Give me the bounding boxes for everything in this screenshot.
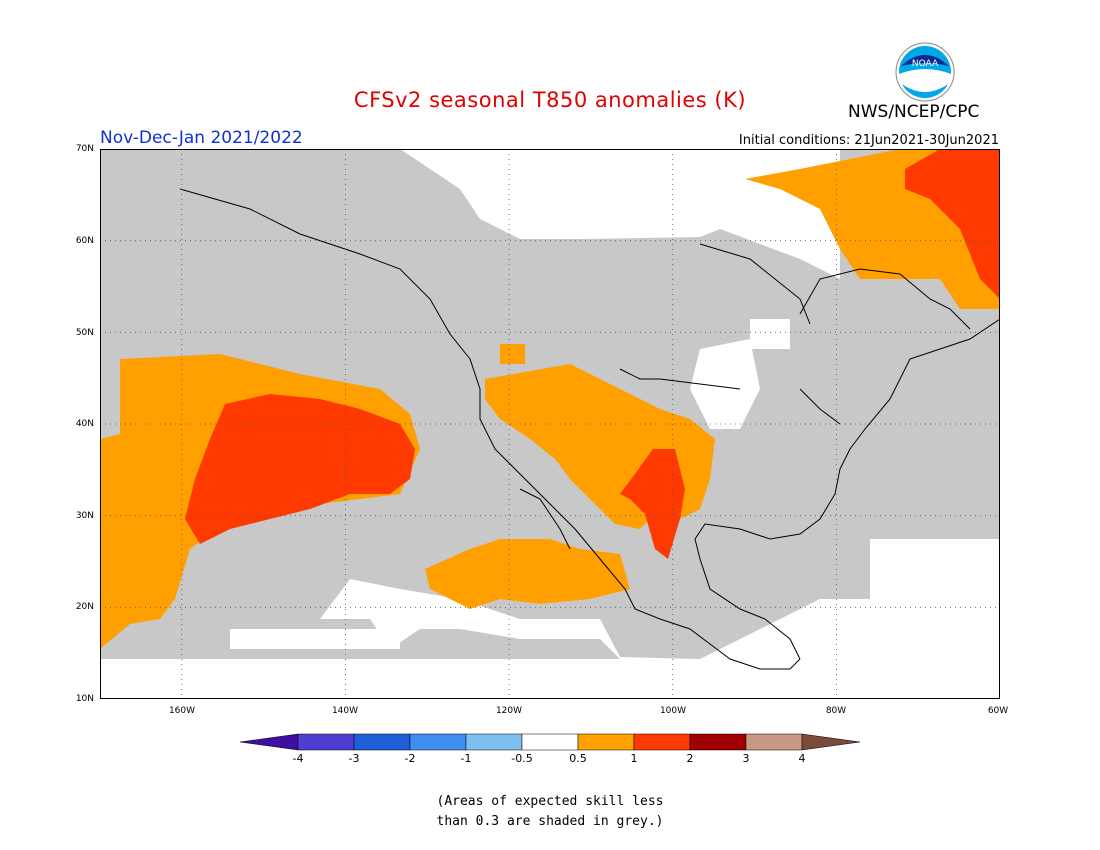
colorbar-segment-2-3 [689,733,747,751]
coastlines [179,188,1000,670]
colorbar [240,733,861,751]
lon-label-100w: 100W [659,706,687,716]
colorbar-segment-2-1 [409,733,467,751]
skill-note: (Areas of expected skill less than 0.3 a… [0,792,1100,832]
org-label: NWS/NCEP/CPC [848,102,980,122]
colorbar-segment-3-2 [353,733,411,751]
lat-label-40n: 40N [75,419,94,429]
skill-note-line-2: than 0.3 are shaded in grey.) [436,814,664,829]
colorbar-segment-neutral [521,733,579,751]
colorbar-label: 4 [798,752,806,765]
colorbar-label: 1 [630,752,638,765]
lat-label-30n: 30N [75,511,94,521]
skill-note-line-1: (Areas of expected skill less [436,794,664,809]
colorbar-label: -0.5 [511,752,533,765]
colorbar-label: 0.5 [569,752,587,765]
colorbar-segment-below-4 [240,733,299,751]
colorbar-label: 2 [686,752,694,765]
noaa-logo-icon: NOAA [895,42,955,102]
no-skill-north [400,149,840,429]
colorbar-label: 3 [742,752,750,765]
colorbar-segment-1-05 [465,733,523,751]
colorbar-segment-above-4 [801,733,861,751]
forecast-period: Nov-Dec-Jan 2021/2022 [100,128,303,148]
colorbar-segment-1-2 [633,733,691,751]
lon-label-140w: 140W [331,706,359,716]
lon-label-120w: 120W [495,706,523,716]
colorbar-segment-4-3 [297,733,355,751]
lat-label-20n: 20N [75,602,94,612]
graticule [100,149,1000,699]
lat-label-50n: 50N [75,328,94,338]
lat-label-60n: 60N [75,236,94,246]
colorbar-segment-3-4 [745,733,803,751]
colorbar-label: -3 [348,752,360,765]
colorbar-label: -4 [292,752,304,765]
lon-label-80w: 80W [825,706,847,716]
initial-conditions: Initial conditions: 21Jun2021-30Jun2021 [738,133,999,148]
lat-label-70n: 70N [75,144,94,154]
anomaly-red [185,149,1000,559]
lon-label-160w: 160W [168,706,196,716]
colorbar-label: -1 [460,752,472,765]
lon-label-60w: 60W [987,706,1009,716]
anomaly-map [100,149,1000,699]
noaa-logo-text: NOAA [912,59,939,69]
lat-label-10n: 10N [75,694,94,704]
colorbar-label: -2 [404,752,416,765]
colorbar-segment-05-1 [577,733,635,751]
map-title: CFSv2 seasonal T850 anomalies (K) [353,88,747,112]
